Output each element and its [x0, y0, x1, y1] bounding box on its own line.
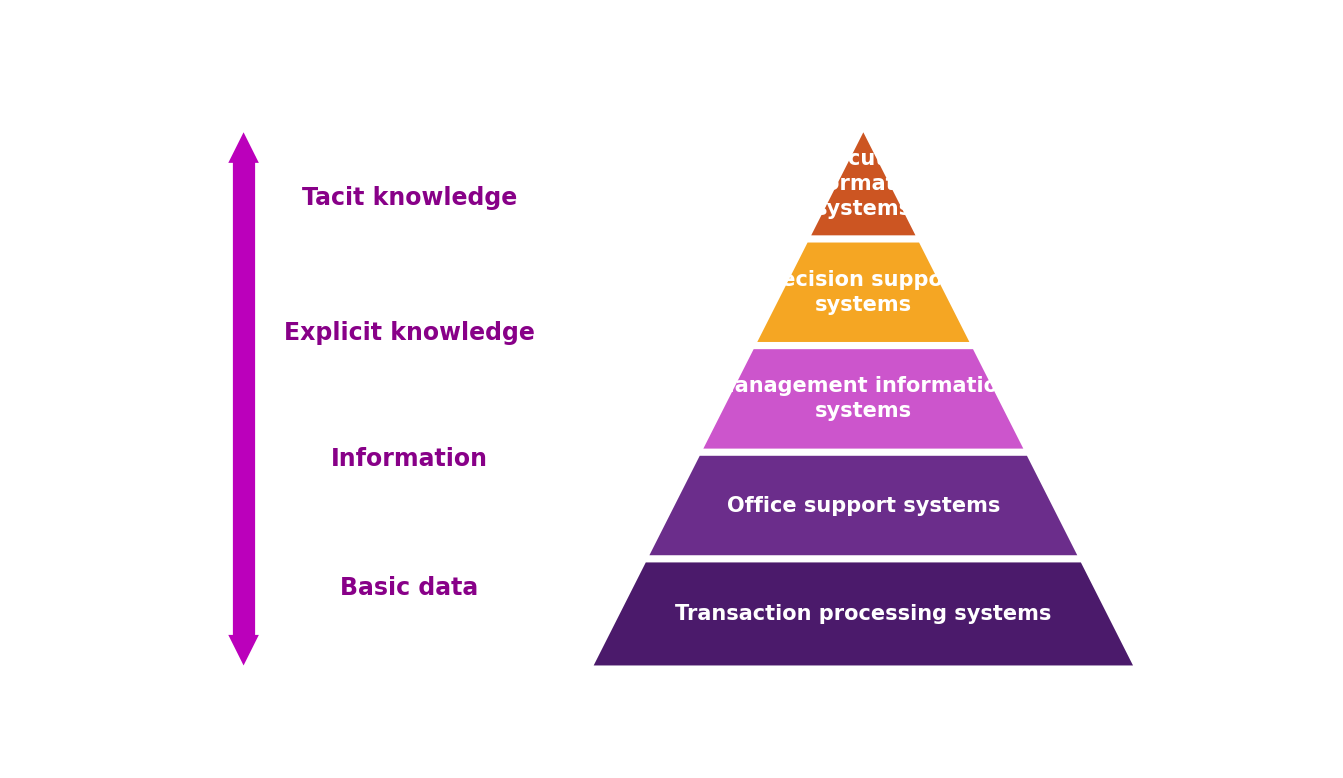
Polygon shape — [704, 349, 1023, 449]
Polygon shape — [757, 243, 970, 342]
Text: Information: Information — [330, 447, 488, 471]
Text: Tacit knowledge: Tacit knowledge — [302, 186, 517, 210]
Polygon shape — [650, 456, 1077, 555]
Text: Transaction processing systems: Transaction processing systems — [676, 604, 1052, 624]
Text: Executive
information
systems: Executive information systems — [794, 149, 932, 219]
Text: Management information
systems: Management information systems — [714, 377, 1013, 421]
Text: Basic data: Basic data — [340, 576, 478, 600]
Polygon shape — [811, 132, 916, 235]
Polygon shape — [594, 562, 1133, 665]
Text: Office support systems: Office support systems — [727, 496, 1001, 516]
Text: Decision support
systems: Decision support systems — [764, 270, 963, 314]
Text: Explicit knowledge: Explicit knowledge — [283, 321, 535, 345]
